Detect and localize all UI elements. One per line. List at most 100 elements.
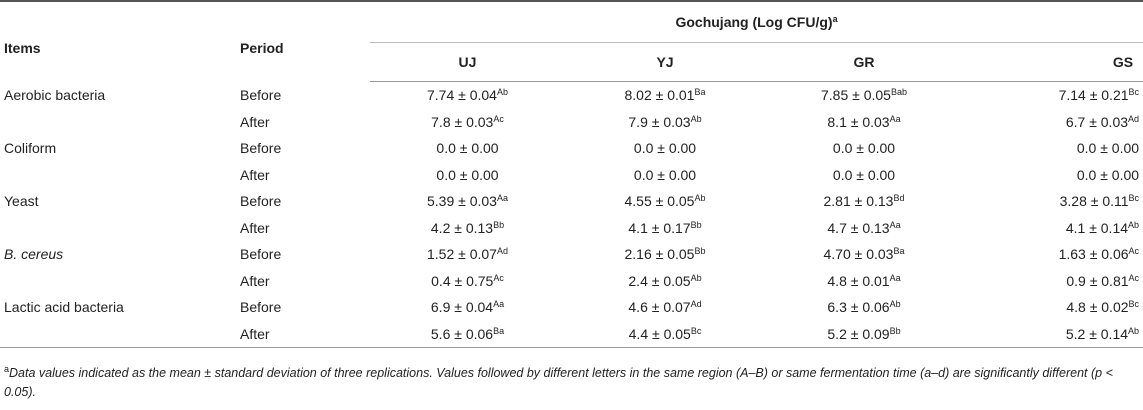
cell-value: 0.0 ± 0.00 [436, 140, 499, 157]
cell-uj: 7.74 ± 0.04Ab [370, 82, 565, 109]
cell-period: Before [240, 193, 282, 210]
table-row: After 0.0 ± 0.00 0.0 ± 0.00 0.0 ± 0.00 0.0 ±… [0, 162, 1143, 189]
header-col-yj: YJ [565, 42, 765, 82]
cell-value: 0.0 ± 0.00 [633, 140, 697, 157]
cell-gs: 4.8 ± 0.02Bc [963, 294, 1143, 321]
cell-value: 0.0 ± 0.00 [1076, 140, 1140, 157]
header-items: Items [0, 0, 240, 82]
cell-gr: 5.2 ± 0.09Bb [765, 320, 963, 348]
cell-significance-letters: Ac [1128, 272, 1140, 283]
cell-value: 4.1 ± 0.14 [1065, 219, 1129, 236]
cell-period: After [240, 272, 270, 289]
cell-period: After [240, 219, 270, 236]
cell-yj: 4.6 ± 0.07Ad [565, 294, 765, 321]
cell-significance-letters: Ad [1128, 113, 1140, 124]
cell-value: 3.28 ± 0.11 [1059, 193, 1129, 210]
cell-significance-letters: Ab [1128, 219, 1140, 230]
table-footnote: aData values indicated as the mean ± sta… [4, 364, 1139, 402]
cell-item [0, 320, 240, 348]
table-row: After 4.2 ± 0.13Bb 4.1 ± 0.17Bb 4.7 ± 0.13A… [0, 215, 1143, 242]
cell-value: 2.81 ± 0.13 [823, 193, 894, 210]
header-items-label: Items [4, 39, 41, 56]
header-group-footnote-marker: a [832, 14, 838, 24]
footnote-text: Data values indicated as the mean ± stan… [4, 366, 1113, 399]
cell-value: 4.8 ± 0.01 [827, 272, 890, 289]
cell-significance-letters: Ad [690, 299, 702, 310]
cell-value: 6.9 ± 0.04 [430, 299, 494, 316]
cell-period: After [240, 320, 370, 348]
cell-period: After [240, 166, 270, 183]
cell-yj: 7.9 ± 0.03Ab [565, 109, 765, 136]
cell-significance-letters: Ab [690, 113, 702, 124]
header-period-label: Period [240, 39, 284, 56]
cell-item [0, 162, 240, 189]
cell-item: B. cereus [4, 246, 64, 263]
cell-significance-letters: Ba [493, 325, 505, 336]
cell-yj: 0.0 ± 0.00 [565, 135, 765, 162]
cell-value: 5.6 ± 0.06 [430, 325, 494, 342]
cell-significance-letters: Ab [889, 299, 901, 310]
cell-value: 0.9 ± 0.81 [1066, 272, 1129, 289]
cell-value: 4.4 ± 0.05 [628, 325, 691, 342]
cell-period: Before [240, 299, 282, 316]
cell-uj: 0.4 ± 0.75Ac [370, 268, 565, 295]
cell-significance-letters: Ab [694, 193, 706, 204]
cell-value: 0.0 ± 0.00 [633, 166, 697, 183]
cell-gs: 1.63 ± 0.06Ac [963, 241, 1143, 268]
table-row: Lactic acid bacteria Before 6.9 ± 0.04Aa 4.… [0, 294, 1143, 321]
cell-significance-letters: Ac [493, 272, 504, 283]
cell-period: Before [240, 140, 282, 157]
cell-item: Coliform [4, 140, 57, 157]
cell-item [0, 215, 240, 242]
cell-significance-letters: Aa [493, 299, 505, 310]
cell-value: 8.1 ± 0.03 [827, 113, 890, 130]
header-group-label: Gochujang (Log CFU/g) [675, 14, 833, 30]
cell-value: 0.0 ± 0.00 [1076, 166, 1140, 183]
cell-significance-letters: Aa [889, 113, 901, 124]
cell-significance-letters: Bc [690, 325, 702, 336]
cell-value: 8.02 ± 0.01 [624, 87, 695, 104]
cell-gr: 0.0 ± 0.00 [765, 135, 963, 162]
cell-significance-letters: Bd [893, 193, 905, 204]
cell-value: 4.70 ± 0.03 [823, 246, 894, 263]
cell-period: After [240, 113, 270, 130]
table-body: Aerobic bacteria Before 7.74 ± 0.04Ab 8.02 … [0, 82, 1143, 348]
cell-value: 0.0 ± 0.00 [436, 166, 499, 183]
cell-value: 0.0 ± 0.00 [832, 166, 896, 183]
cell-value: 0.4 ± 0.75 [431, 272, 494, 289]
cell-uj: 0.0 ± 0.00 [370, 162, 565, 189]
data-table: Items Period Gochujang (Log CFU/g)a UJ Y… [0, 0, 1143, 348]
cell-value: 6.7 ± 0.03 [1065, 113, 1129, 130]
cell-significance-letters: Ba [694, 87, 706, 98]
cell-value: 4.2 ± 0.13 [430, 219, 494, 236]
cell-uj: 6.9 ± 0.04Aa [370, 294, 565, 321]
cell-uj: 4.2 ± 0.13Bb [370, 215, 565, 242]
cell-uj: 7.8 ± 0.03Ac [370, 109, 565, 136]
cell-gs: 0.0 ± 0.00 [963, 135, 1143, 162]
cell-uj: 5.6 ± 0.06Ba [370, 320, 565, 348]
cell-item [0, 268, 240, 295]
cell-significance-letters: Ab [1128, 325, 1140, 336]
header-col-gr: GR [765, 42, 963, 82]
table-row: After 5.6 ± 0.06Ba 4.4 ± 0.05Bc 5.2 ± 0.09B… [0, 320, 1143, 348]
cell-value: 1.52 ± 0.07 [427, 246, 497, 263]
cell-significance-letters: Bb [493, 219, 505, 230]
cell-gs: 5.2 ± 0.14Ab [963, 320, 1143, 348]
cell-gr: 6.3 ± 0.06Ab [765, 294, 963, 321]
cell-significance-letters: Aa [889, 272, 901, 283]
cell-value: 5.2 ± 0.09 [827, 325, 890, 342]
cell-value: 4.7 ± 0.13 [827, 219, 890, 236]
cell-yj: 8.02 ± 0.01Ba [565, 82, 765, 109]
table-row: Yeast Before 5.39 ± 0.03Aa 4.55 ± 0.05Ab 2.8… [0, 188, 1143, 215]
table-row: B. cereus Before 1.52 ± 0.07Ad 2.16 ± 0.05B… [0, 241, 1143, 268]
cell-value: 2.16 ± 0.05 [624, 246, 695, 263]
cell-significance-letters: Aa [496, 193, 508, 204]
cell-significance-letters: Aa [889, 219, 901, 230]
cell-item: Yeast [4, 193, 39, 210]
table-row: After 7.8 ± 0.03Ac 7.9 ± 0.03Ab 8.1 ± 0.03A… [0, 109, 1143, 136]
cell-yj: 4.1 ± 0.17Bb [565, 215, 765, 242]
cell-uj: 1.52 ± 0.07Ad [370, 241, 565, 268]
cell-significance-letters: Bc [1128, 193, 1140, 204]
header-group: Gochujang (Log CFU/g)a [370, 0, 1143, 43]
